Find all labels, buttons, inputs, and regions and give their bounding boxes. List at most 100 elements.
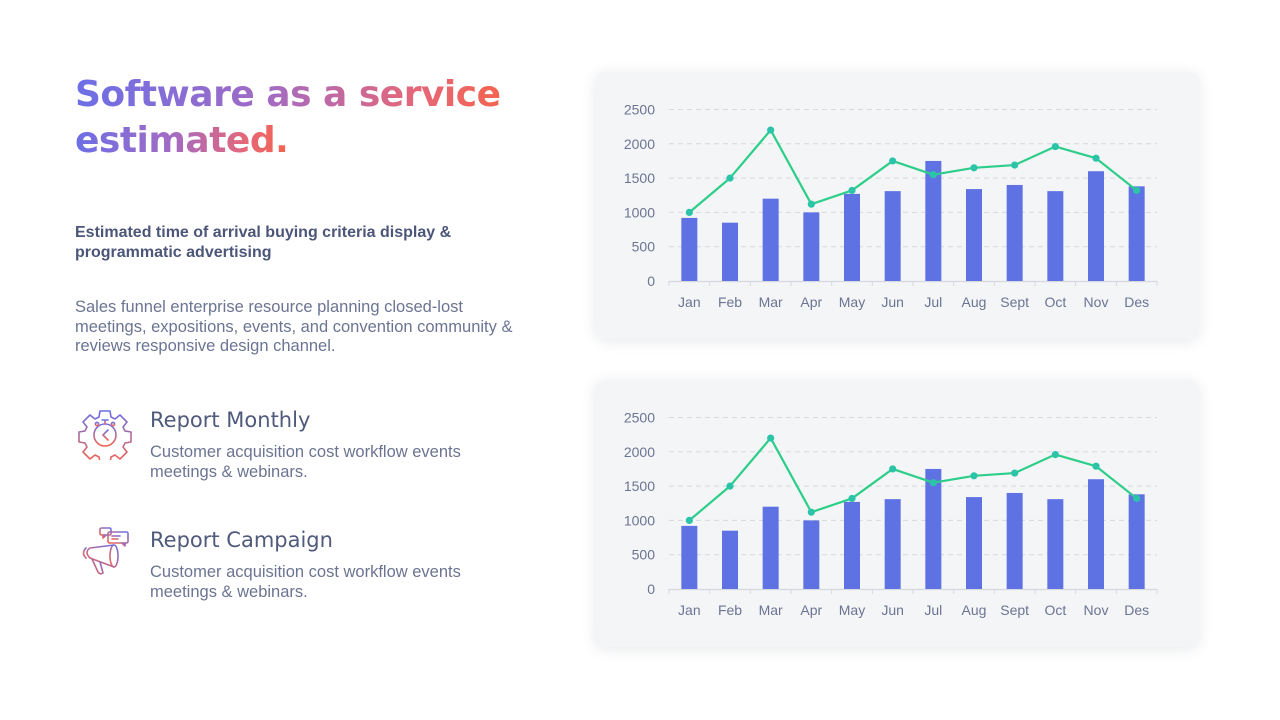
line-point-jun	[889, 157, 897, 165]
x-tick-label: Jun	[881, 294, 904, 310]
bar-jan	[681, 217, 698, 281]
report-title: Report Campaign	[150, 528, 333, 552]
x-tick-label: Jul	[924, 602, 942, 618]
x-tick-label: May	[839, 602, 865, 618]
line-point-mar	[767, 126, 775, 134]
bar-sept	[1006, 184, 1023, 281]
x-tick-label: Nov	[1084, 294, 1109, 310]
x-tick-label: Feb	[718, 294, 742, 310]
y-tick-label: 2500	[624, 410, 655, 426]
line-point-sept	[1011, 161, 1019, 169]
y-tick-label: 0	[647, 581, 655, 597]
x-tick-label: Feb	[718, 602, 742, 618]
y-tick-label: 2000	[624, 444, 655, 460]
line-point-des	[1133, 494, 1141, 503]
bar-des	[1128, 494, 1145, 589]
line-point-may	[848, 186, 856, 195]
megaphone-chat-icon	[78, 526, 132, 580]
line-point-oct	[1051, 450, 1059, 459]
bar-jul	[925, 468, 942, 589]
bar-jul	[925, 160, 942, 281]
chart-card-2: 0 500 1000 1500 2000 2500 Jan Feb Mar Apr May Jun Ju…	[595, 380, 1199, 647]
line-point-nov	[1092, 462, 1100, 470]
line-point-jun	[889, 465, 897, 473]
x-tick-label: Apr	[800, 602, 822, 618]
line-point-sept	[1011, 469, 1019, 477]
x-tick-label: Nov	[1084, 602, 1109, 618]
x-tick-label: Oct	[1044, 294, 1066, 310]
bar-feb	[722, 530, 738, 589]
line-point-des	[1133, 186, 1141, 195]
line-point-nov	[1092, 154, 1100, 162]
title-line-1: Software as a service	[75, 72, 501, 118]
bar-des	[1128, 186, 1145, 281]
x-tick-label: Jul	[924, 294, 942, 310]
bar-apr	[803, 520, 820, 589]
bar-oct	[1047, 499, 1064, 589]
x-tick-label: Des	[1124, 602, 1149, 618]
line-series	[688, 128, 1138, 214]
x-tick-label: Des	[1124, 294, 1149, 310]
bar-nov	[1088, 171, 1104, 281]
y-tick-label: 1000	[624, 204, 655, 220]
x-tick-label: Aug	[962, 602, 987, 618]
gear-stopwatch-icon	[78, 406, 132, 464]
bar-jun	[884, 191, 901, 281]
x-tick-label: May	[839, 294, 865, 310]
bar-sept	[1006, 492, 1023, 589]
title-line-2: estimated.	[75, 118, 289, 164]
bar-oct	[1047, 191, 1064, 281]
bar-nov	[1088, 479, 1104, 589]
report-title: Report Monthly	[150, 408, 311, 432]
x-tick-label: Aug	[962, 294, 987, 310]
y-tick-label: 500	[632, 239, 656, 255]
bar-feb	[722, 222, 738, 281]
line-point-jan	[685, 516, 693, 524]
x-tick-label: Apr	[800, 294, 822, 310]
subtitle: Estimated time of arrival buying criteri…	[75, 224, 452, 261]
page-title: Software as a service estimated.	[75, 72, 501, 164]
chart-card-1: 0 500 1000 1500 2000 2500 Jan Feb Mar Apr May Jun Ju…	[595, 72, 1199, 339]
line-point-feb	[726, 482, 734, 490]
line-point-apr	[807, 508, 815, 516]
bar-apr	[803, 212, 820, 281]
bar-may	[844, 193, 860, 281]
bar-may	[844, 501, 860, 589]
x-tick-label: Sept	[1000, 602, 1029, 618]
line-point-aug	[970, 164, 978, 172]
line-point-jul	[929, 479, 937, 487]
bar-jan	[681, 525, 698, 589]
report-description: Customer acquisition cost workflow event…	[150, 563, 461, 601]
bar-mar	[762, 198, 779, 281]
y-tick-label: 1500	[624, 170, 655, 186]
line-point-feb	[726, 174, 734, 182]
bar-mar	[762, 506, 779, 589]
x-tick-label: Mar	[759, 602, 783, 618]
line-series	[688, 436, 1138, 522]
report-description: Customer acquisition cost workflow event…	[150, 443, 461, 481]
x-tick-label: Oct	[1044, 602, 1066, 618]
y-tick-label: 1000	[624, 512, 655, 528]
bar-aug	[966, 189, 982, 281]
x-tick-label: Sept	[1000, 294, 1029, 310]
y-tick-label: 2500	[624, 102, 655, 118]
line-point-may	[848, 494, 856, 503]
x-tick-label: Jun	[881, 602, 904, 618]
combo-chart-2: 0 500 1000 1500 2000 2500 Jan Feb Mar Apr May Jun Ju…	[624, 410, 1158, 618]
line-point-aug	[970, 472, 978, 480]
line-point-oct	[1051, 142, 1059, 151]
body-paragraph: Sales funnel enterprise resource plannin…	[75, 298, 513, 355]
combo-chart-1: 0 500 1000 1500 2000 2500 Jan Feb Mar Apr May Jun Ju…	[624, 102, 1158, 310]
line-point-jan	[685, 208, 693, 216]
x-tick-label: Jan	[678, 602, 701, 618]
y-tick-label: 500	[632, 547, 656, 563]
line-point-mar	[767, 434, 775, 442]
bar-aug	[966, 497, 982, 589]
y-tick-label: 2000	[624, 136, 655, 152]
x-tick-label: Jan	[678, 294, 701, 310]
x-tick-label: Mar	[759, 294, 783, 310]
line-point-jul	[929, 171, 937, 179]
line-point-apr	[807, 200, 815, 208]
y-tick-label: 0	[647, 273, 655, 289]
y-tick-label: 1500	[624, 478, 655, 494]
